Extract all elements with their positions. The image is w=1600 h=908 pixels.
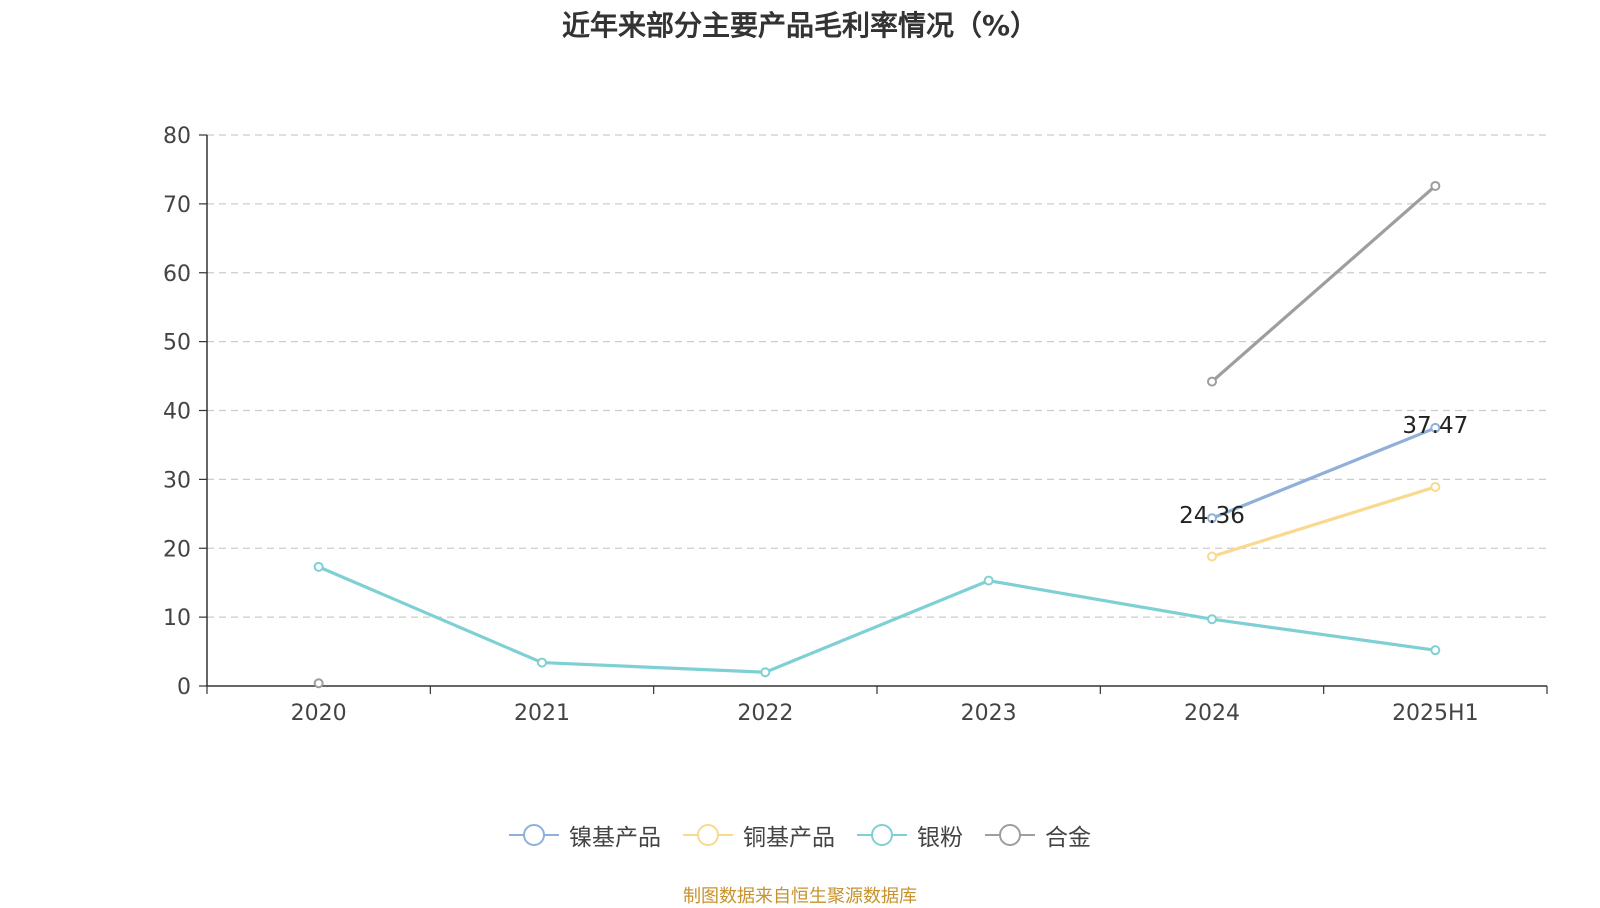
legend-swatch-icon [857, 824, 907, 846]
series-1 [1207, 481, 1441, 562]
legend: 镍基产品 铜基产品 银粉 合金 [0, 818, 1600, 852]
data-label: 37.47 [1402, 413, 1468, 439]
y-tick-label: 70 [163, 193, 191, 218]
series-3 [313, 180, 1441, 689]
chart-title: 近年来部分主要产品毛利率情况（%） [561, 9, 1039, 42]
y-axis: 0 10 20 30 40 50 60 70 80 [163, 124, 208, 700]
y-tick-label: 80 [163, 124, 191, 149]
x-tick-label: 2020 [291, 701, 347, 726]
legend-item[interactable]: 银粉 [857, 818, 963, 852]
data-point [1430, 180, 1441, 191]
series-line [1210, 184, 1437, 383]
y-tick-label: 40 [163, 400, 191, 425]
data-point [1207, 614, 1217, 625]
data-point [1430, 645, 1441, 656]
legend-swatch-icon [985, 824, 1035, 846]
legend-label: 合金 [1045, 825, 1091, 851]
series-0 [1207, 422, 1441, 524]
legend-label: 银粉 [917, 825, 963, 851]
y-tick-label: 50 [163, 331, 191, 356]
x-tick-label: 2021 [514, 701, 570, 726]
data-point [760, 667, 771, 678]
grid-lines [207, 134, 1547, 618]
y-tick-label: 10 [163, 606, 191, 631]
data-point [1207, 551, 1217, 562]
data-point [313, 561, 324, 572]
legend-item[interactable]: 镍基产品 [509, 818, 661, 852]
series-2 [313, 561, 1441, 678]
data-labels: 24.36 37.47 [1179, 413, 1468, 529]
data-label: 24.36 [1179, 503, 1245, 529]
data-point [1430, 481, 1441, 492]
x-tick-label: 2024 [1184, 701, 1240, 726]
series-line [318, 565, 1436, 674]
x-axis: 2020 2021 2022 2023 2024 2025H1 [206, 685, 1548, 726]
legend-swatch-icon [509, 824, 559, 846]
x-tick-label: 2022 [737, 701, 793, 726]
series-line [1211, 485, 1436, 559]
legend-swatch-icon [683, 824, 733, 846]
data-point [1430, 422, 1441, 433]
y-tick-label: 30 [163, 468, 191, 493]
x-tick-label: 2023 [961, 701, 1017, 726]
legend-label: 铜基产品 [743, 825, 835, 851]
legend-item[interactable]: 合金 [985, 818, 1091, 852]
series-layer [313, 180, 1441, 689]
source-note: 制图数据来自恒生聚源数据库 [683, 886, 917, 907]
legend-item[interactable]: 铜基产品 [683, 818, 835, 852]
y-tick-label: 60 [163, 262, 191, 287]
x-tick-label: 2025H1 [1392, 701, 1479, 726]
legend-label: 镍基产品 [569, 825, 661, 851]
y-tick-label: 20 [163, 537, 191, 562]
data-point [1207, 376, 1217, 387]
data-point [1207, 513, 1217, 524]
y-tick-label: 0 [177, 675, 191, 700]
data-point [313, 678, 324, 689]
series-line [1211, 426, 1436, 520]
data-point [983, 575, 994, 586]
data-point [537, 657, 547, 668]
